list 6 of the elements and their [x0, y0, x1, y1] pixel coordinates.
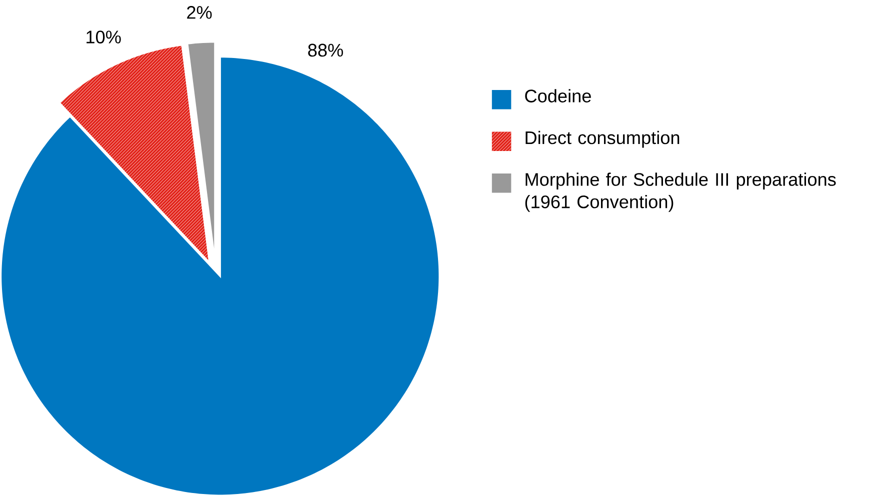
legend-label: Morphine for Schedule III preparations (1961 Convention) — [525, 172, 836, 212]
legend-label: Direct consumption — [526, 130, 680, 148]
data-label: 88% — [308, 44, 343, 57]
data-label: 2% — [187, 6, 212, 19]
legend-label: Codeine — [525, 89, 591, 102]
data-label: 10% — [86, 30, 121, 44]
